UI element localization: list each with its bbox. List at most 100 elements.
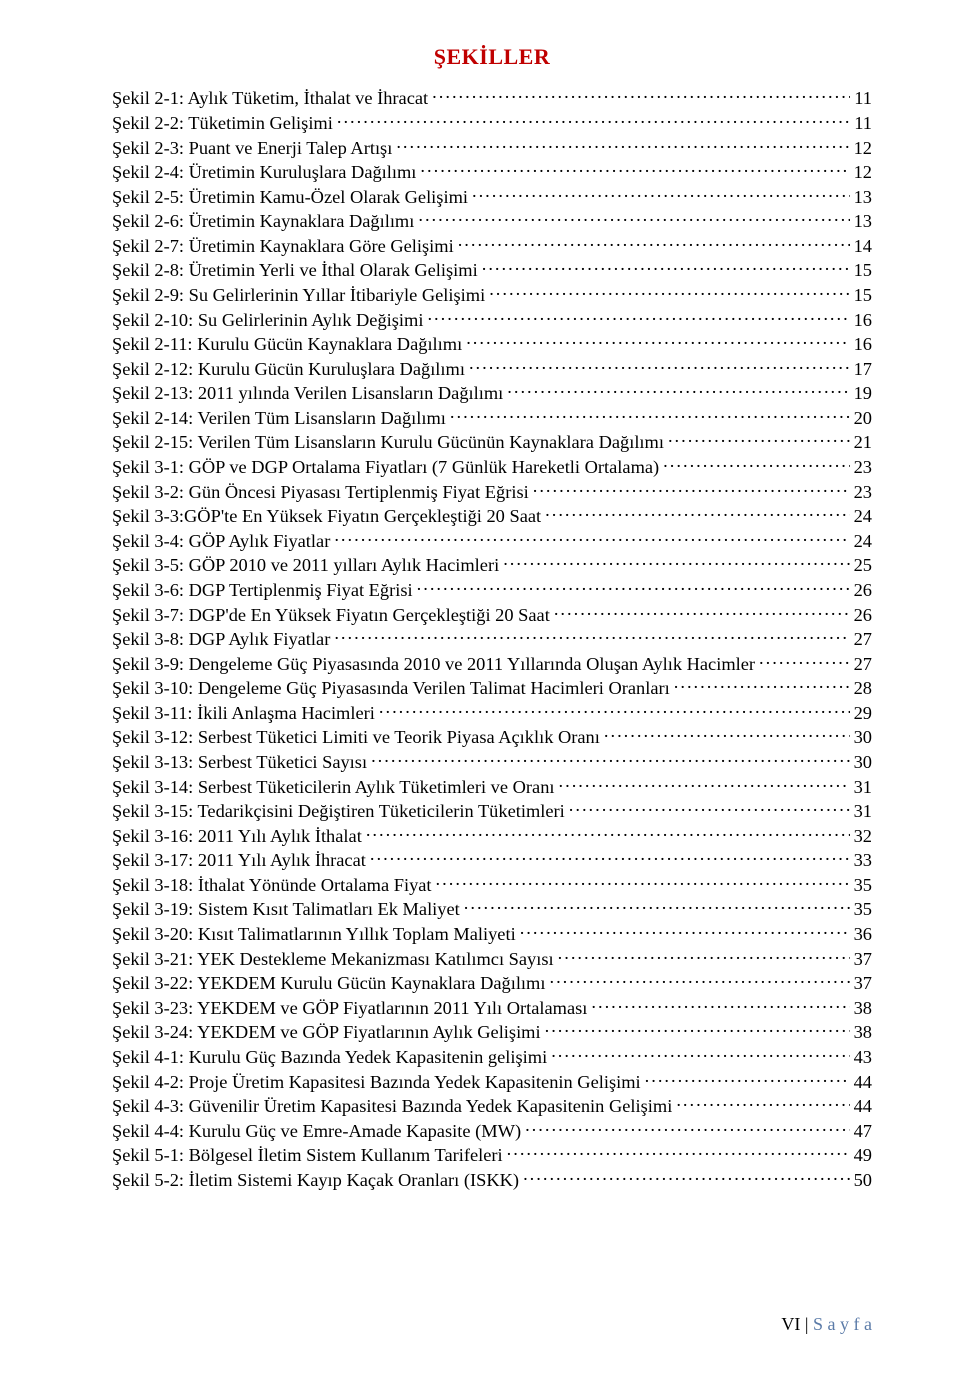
toc-leader <box>759 651 850 669</box>
toc-entry: Şekil 2-4: Üretimin Kuruluşlara Dağılımı… <box>112 160 872 184</box>
footer-divider: | <box>800 1314 813 1334</box>
toc-entry-label: Şekil 2-3: Puant ve Enerji Talep Artışı <box>112 137 392 160</box>
toc-entry-page: 30 <box>854 726 872 749</box>
toc-entry-label: Şekil 2-9: Su Gelirlerinin Yıllar İtibar… <box>112 284 485 307</box>
toc-entry-page: 20 <box>854 407 872 430</box>
toc-leader <box>676 1094 849 1112</box>
toc-entry-page: 30 <box>854 751 872 774</box>
toc-entry-page: 33 <box>854 849 872 872</box>
toc-entry: Şekil 3-4: GÖP Aylık Fiyatlar24 <box>112 528 872 552</box>
toc-entry: Şekil 3-20: Kısıt Talimatlarının Yıllık … <box>112 922 872 946</box>
toc-entry: Şekil 3-10: Dengeleme Güç Piyasasında Ve… <box>112 676 872 700</box>
toc-entry-label: Şekil 2-15: Verilen Tüm Lisansların Kuru… <box>112 431 664 454</box>
toc-entry: Şekil 2-1: Aylık Tüketim, İthalat ve İhr… <box>112 86 872 110</box>
toc-entry-page: 13 <box>854 210 872 233</box>
toc-entry-page: 36 <box>854 923 872 946</box>
toc-leader <box>417 578 850 596</box>
toc-entry-page: 25 <box>854 554 872 577</box>
toc-entry: Şekil 3-8: DGP Aylık Fiyatlar 27 <box>112 627 872 651</box>
toc-entry: Şekil 2-10: Su Gelirlerinin Aylık Değişi… <box>112 307 872 331</box>
toc-entry-label: Şekil 3-2: Gün Öncesi Piyasası Tertiplen… <box>112 481 529 504</box>
toc-entry-label: Şekil 3-18: İthalat Yönünde Ortalama Fiy… <box>112 874 432 897</box>
toc-entry-label: Şekil 2-4: Üretimin Kuruluşlara Dağılımı <box>112 161 416 184</box>
toc-entry-label: Şekil 3-5: GÖP 2010 ve 2011 yılları Aylı… <box>112 554 499 577</box>
toc-entry: Şekil 2-6: Üretimin Kaynaklara Dağılımı1… <box>112 209 872 233</box>
toc-entry-label: Şekil 3-8: DGP Aylık Fiyatlar <box>112 628 330 651</box>
toc-entry-page: 13 <box>854 186 872 209</box>
toc-entry-page: 12 <box>854 137 872 160</box>
toc-leader <box>450 406 850 424</box>
toc-leader <box>472 184 850 202</box>
toc-leader <box>396 135 849 153</box>
toc-entry-page: 44 <box>854 1071 872 1094</box>
toc-entry-label: Şekil 4-1: Kurulu Güç Bazında Yedek Kapa… <box>112 1046 547 1069</box>
toc-entry-label: Şekil 3-7: DGP'de En Yüksek Fiyatın Gerç… <box>112 604 550 627</box>
toc-leader <box>427 307 849 325</box>
toc-leader <box>554 602 850 620</box>
toc-entry-label: Şekil 5-1: Bölgesel İletim Sistem Kullan… <box>112 1144 503 1167</box>
toc-entry-label: Şekil 3-9: Dengeleme Güç Piyasasında 201… <box>112 653 755 676</box>
toc-entry-page: 16 <box>854 333 872 356</box>
toc-entry-page: 12 <box>854 161 872 184</box>
toc-entry: Şekil 2-5: Üretimin Kamu-Özel Olarak Gel… <box>112 184 872 208</box>
toc-leader <box>379 700 850 718</box>
toc-entries: Şekil 2-1: Aylık Tüketim, İthalat ve İhr… <box>112 86 872 1192</box>
toc-entry-label: Şekil 3-24: YEKDEM ve GÖP Fiyatlarının A… <box>112 1021 541 1044</box>
toc-entry-label: Şekil 4-4: Kurulu Güç ve Emre-Amade Kapa… <box>112 1120 521 1143</box>
toc-entry-page: 27 <box>854 628 872 651</box>
toc-entry-page: 11 <box>854 112 872 135</box>
toc-entry-label: Şekil 3-13: Serbest Tüketici Sayısı <box>112 751 367 774</box>
toc-leader <box>334 528 849 546</box>
toc-entry-label: Şekil 3-3:GÖP'te En Yüksek Fiyatın Gerçe… <box>112 505 541 528</box>
toc-entry-page: 35 <box>854 898 872 921</box>
toc-entry-label: Şekil 3-6: DGP Tertiplenmiş Fiyat Eğrisi <box>112 579 413 602</box>
toc-leader <box>420 160 849 178</box>
toc-entry-page: 37 <box>854 948 872 971</box>
toc-entry: Şekil 5-1: Bölgesel İletim Sistem Kullan… <box>112 1143 872 1167</box>
toc-entry: Şekil 2-11: Kurulu Gücün Kaynaklara Dağı… <box>112 332 872 356</box>
toc-entry-label: Şekil 2-5: Üretimin Kamu-Özel Olarak Gel… <box>112 186 468 209</box>
toc-entry-label: Şekil 3-14: Serbest Tüketicilerin Aylık … <box>112 776 555 799</box>
toc-entry: Şekil 2-2: Tüketimin Gelişimi11 <box>112 111 872 135</box>
toc-entry-page: 15 <box>854 284 872 307</box>
toc-entry: Şekil 3-24: YEKDEM ve GÖP Fiyatlarının A… <box>112 1020 872 1044</box>
toc-leader <box>371 750 850 768</box>
toc-entry-label: Şekil 3-11: İkili Anlaşma Hacimleri <box>112 702 375 725</box>
toc-entry-page: 31 <box>854 800 872 823</box>
toc-entry: Şekil 2-8: Üretimin Yerli ve İthal Olara… <box>112 258 872 282</box>
toc-entry: Şekil 4-4: Kurulu Güç ve Emre-Amade Kapa… <box>112 1118 872 1142</box>
toc-entry: Şekil 4-3: Güvenilir Üretim Kapasitesi B… <box>112 1094 872 1118</box>
toc-leader <box>604 725 850 743</box>
toc-entry-label: Şekil 2-8: Üretimin Yerli ve İthal Olara… <box>112 259 478 282</box>
toc-entry-label: Şekil 3-4: GÖP Aylık Fiyatlar <box>112 530 330 553</box>
toc-entry: Şekil 3-21: YEK Destekleme Mekanizması K… <box>112 946 872 970</box>
toc-entry-page: 49 <box>854 1144 872 1167</box>
toc-entry-page: 47 <box>854 1120 872 1143</box>
toc-entry: Şekil 3-22: YEKDEM Kurulu Gücün Kaynakla… <box>112 971 872 995</box>
toc-entry-label: Şekil 3-10: Dengeleme Güç Piyasasında Ve… <box>112 677 670 700</box>
toc-entry-label: Şekil 3-20: Kısıt Talimatlarının Yıllık … <box>112 923 516 946</box>
toc-leader <box>507 1143 850 1161</box>
toc-entry: Şekil 3-18: İthalat Yönünde Ortalama Fiy… <box>112 873 872 897</box>
toc-entry-page: 21 <box>854 431 872 454</box>
toc-entry: Şekil 3-15: Tedarikçisini Değiştiren Tük… <box>112 799 872 823</box>
toc-leader <box>569 799 850 817</box>
footer-roman: VI <box>781 1314 800 1334</box>
toc-entry-label: Şekil 2-10: Su Gelirlerinin Aylık Değişi… <box>112 309 423 332</box>
toc-leader <box>545 504 849 522</box>
toc-entry-page: 44 <box>854 1095 872 1118</box>
toc-entry: Şekil 3-17: 2011 Yılı Aylık İhracat33 <box>112 848 872 872</box>
toc-entry-label: Şekil 3-1: GÖP ve DGP Ortalama Fiyatları… <box>112 456 659 479</box>
page-title: ŞEKİLLER <box>112 44 872 70</box>
toc-leader <box>432 86 850 104</box>
toc-entry-label: Şekil 3-12: Serbest Tüketici Limiti ve T… <box>112 726 600 749</box>
toc-entry-page: 27 <box>854 653 872 676</box>
toc-entry-page: 31 <box>854 776 872 799</box>
toc-entry-page: 29 <box>854 702 872 725</box>
toc-leader <box>370 848 850 866</box>
toc-entry: Şekil 3-14: Serbest Tüketicilerin Aylık … <box>112 774 872 798</box>
toc-entry-page: 14 <box>854 235 872 258</box>
toc-entry-label: Şekil 3-15: Tedarikçisini Değiştiren Tük… <box>112 800 565 823</box>
toc-entry-label: Şekil 4-2: Proje Üretim Kapasitesi Bazın… <box>112 1071 641 1094</box>
toc-entry-page: 16 <box>854 309 872 332</box>
